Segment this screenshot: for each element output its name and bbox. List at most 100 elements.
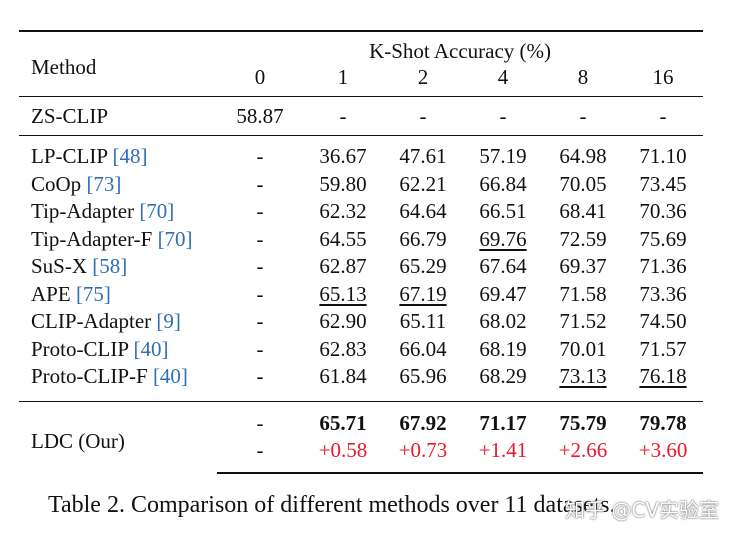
method-cell: CoOp [73]	[31, 171, 122, 196]
value-cell-best: 79.78	[623, 400, 704, 437]
value-cell-second-best: 69.76	[479, 226, 527, 251]
shot-header: 16	[652, 64, 674, 89]
value-cell-second-best: 73.13	[559, 364, 607, 389]
value-cell: 71.58	[559, 281, 607, 306]
citation-ref: [40]	[133, 336, 169, 361]
value-cell-best: 75.79	[543, 400, 623, 437]
method-cell-ldc: LDC (Our)	[19, 400, 217, 473]
table-row: Tip-Adapter [70] - 62.32 64.64 66.51 68.…	[19, 198, 703, 226]
value-cell-second-best: 65.13	[319, 281, 367, 306]
value-cell: 70.01	[559, 336, 607, 361]
method-cell: ZS-CLIP	[19, 96, 217, 136]
value-cell: 62.87	[319, 254, 367, 279]
value-cell: 74.50	[639, 309, 687, 334]
table-row-ldc-gain: - +0.58 +0.73 +1.41 +2.66 +3.60	[19, 436, 704, 474]
gain-cell: +3.60	[623, 436, 704, 474]
method-header: Method	[19, 30, 217, 97]
value-cell: 69.47	[479, 281, 527, 306]
value-cell: 36.67	[303, 135, 383, 171]
value-cell: -	[303, 96, 383, 136]
header-row-shots: 0 1 2 4 8 16	[19, 64, 703, 97]
kshot-header: K-Shot Accuracy (%)	[217, 30, 704, 64]
value-cell: 64.98	[543, 135, 623, 171]
method-cell: CLIP-Adapter [9]	[31, 309, 181, 334]
gain-cell: +1.41	[463, 436, 543, 474]
value-cell: 66.04	[399, 336, 447, 361]
table-row-ldc: LDC (Our) - 65.71 67.92 71.17 75.79 79.7…	[19, 400, 704, 473]
value-cell: -	[383, 96, 463, 136]
gain-cell: +0.73	[383, 436, 463, 474]
value-cell-best: 71.17	[463, 400, 543, 437]
value-cell: 62.21	[399, 171, 447, 196]
citation-ref: [48]	[112, 144, 148, 169]
gain-cell: +0.58	[303, 436, 383, 474]
results-table-container: Method K-Shot Accuracy (%) 0 1 2 4 8 16 …	[19, 30, 704, 474]
method-cell: SuS-X [58]	[31, 254, 128, 279]
table-row: Tip-Adapter-F [70] - 64.55 66.79 69.76 7…	[19, 226, 703, 254]
value-cell: 57.19	[463, 135, 543, 171]
table-row: Proto-CLIP-F [40] - 61.84 65.96 68.29 73…	[19, 363, 703, 401]
value-cell: -	[256, 226, 264, 251]
value-cell: -	[256, 364, 264, 389]
table-row: LP-CLIP [48] - 36.67 47.61 57.19 64.98 7…	[19, 135, 704, 171]
value-cell: 62.90	[319, 309, 367, 334]
value-cell: -	[256, 309, 264, 334]
citation-ref: [9]	[156, 309, 181, 334]
value-cell: 64.64	[399, 199, 447, 224]
shot-header: 2	[417, 64, 429, 89]
method-cell: APE [75]	[31, 281, 111, 306]
table-row: CoOp [73] - 59.80 62.21 66.84 70.05 73.4…	[19, 171, 703, 199]
value-cell: 66.84	[479, 171, 527, 196]
value-cell: 59.80	[319, 171, 367, 196]
method-cell: Tip-Adapter [70]	[31, 199, 175, 224]
value-cell: 67.64	[479, 254, 527, 279]
value-cell-second-best: 67.19	[399, 281, 447, 306]
value-cell-best: 65.71	[303, 400, 383, 437]
value-cell: 72.59	[559, 226, 607, 251]
value-cell: 71.10	[623, 135, 704, 171]
shot-header: 8	[577, 64, 589, 89]
value-cell: -	[543, 96, 623, 136]
method-cell: Tip-Adapter-F [70]	[31, 226, 193, 251]
value-cell: 70.05	[559, 171, 607, 196]
value-cell: -	[623, 96, 704, 136]
shot-header: 0	[254, 64, 266, 89]
value-cell: 64.55	[319, 226, 367, 251]
watermark: 知乎 @CV实验室	[565, 498, 720, 522]
table-row: SuS-X [58] - 62.87 65.29 67.64 69.37 71.…	[19, 253, 703, 281]
value-cell: 71.52	[559, 309, 607, 334]
value-cell: 61.84	[319, 364, 367, 389]
value-cell: 68.19	[479, 336, 527, 361]
value-cell: 65.96	[399, 364, 447, 389]
value-cell: 47.61	[383, 135, 463, 171]
value-cell: 71.57	[639, 336, 687, 361]
citation-ref: [40]	[152, 364, 188, 389]
table-row: Proto-CLIP [40] - 62.83 66.04 68.19 70.0…	[19, 336, 703, 364]
citation-ref: [58]	[92, 254, 128, 279]
value-cell-second-best: 76.18	[639, 364, 687, 389]
citation-ref: [73]	[86, 171, 122, 196]
value-cell: 62.32	[319, 199, 367, 224]
value-cell: 69.37	[559, 254, 607, 279]
value-cell: -	[256, 199, 264, 224]
value-cell: 65.29	[399, 254, 447, 279]
value-cell: 70.36	[639, 199, 687, 224]
value-cell: 68.02	[479, 309, 527, 334]
table-row: APE [75] - 65.13 67.19 69.47 71.58 73.36	[19, 281, 703, 309]
gain-cell: +2.66	[543, 436, 623, 474]
value-cell: -	[256, 336, 264, 361]
value-cell: 66.79	[399, 226, 447, 251]
citation-ref: [70]	[139, 199, 175, 224]
header-row-group: Method K-Shot Accuracy (%)	[19, 30, 704, 97]
value-cell: -	[217, 400, 303, 437]
value-cell: 68.29	[479, 364, 527, 389]
table-row-zs-clip: ZS-CLIP 58.87 - - - - -	[19, 96, 704, 136]
value-cell: 58.87	[217, 96, 303, 136]
method-cell: Proto-CLIP [40]	[31, 336, 169, 361]
citation-ref: [75]	[75, 281, 111, 306]
value-cell: 73.36	[639, 281, 687, 306]
method-cell: Proto-CLIP-F [40]	[31, 364, 188, 389]
value-cell: 65.11	[399, 309, 447, 334]
shot-header: 4	[497, 64, 509, 89]
value-cell: 62.83	[319, 336, 367, 361]
